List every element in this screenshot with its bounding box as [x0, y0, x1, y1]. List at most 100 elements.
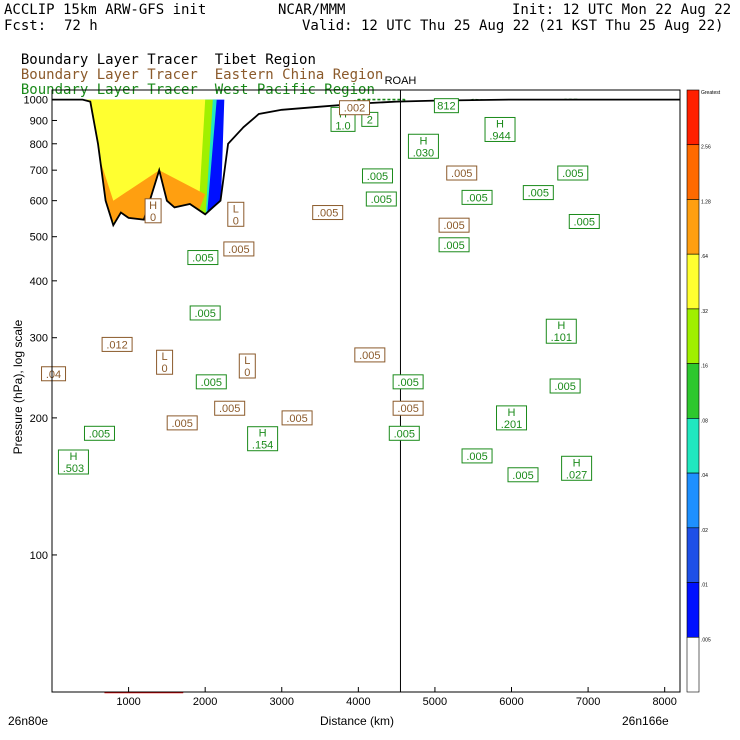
contour-label-type: H — [419, 135, 427, 147]
contour-label-type: H — [573, 457, 581, 469]
contour-label-box — [365, 191, 397, 207]
contour-label-box — [438, 237, 470, 253]
contour-label-value: .005 — [192, 253, 213, 265]
contour-label: .005 — [392, 374, 424, 390]
contour-label-box — [522, 185, 554, 201]
contour-label-value: .005 — [201, 377, 222, 389]
contour-label: L0 — [227, 201, 245, 227]
contour-label-value: .005 — [443, 220, 464, 232]
contour-label-value: 0 — [150, 212, 156, 224]
colorbar-level-label: .64 — [701, 254, 708, 260]
contour-label-box — [312, 205, 344, 221]
contour-label: .04 — [41, 366, 67, 382]
contour-label-value: .005 — [397, 377, 418, 389]
contour-label-value: 1.0 — [335, 120, 350, 132]
y-tick-label: 500 — [30, 232, 48, 244]
contour-label-box — [557, 165, 589, 181]
x-tick-label: 4000 — [346, 696, 370, 708]
colorbar-level-label: 2.56 — [701, 145, 711, 151]
contour-label-box — [83, 425, 115, 441]
contour-label: .005 — [195, 374, 227, 390]
contour-label-value: 812 — [437, 101, 455, 113]
contour-label-box — [433, 98, 459, 114]
contour-label: .005 — [166, 415, 198, 431]
contour-label-type: L — [233, 203, 239, 215]
contour-label-value: .005 — [574, 216, 595, 228]
contour-label: .005 — [281, 410, 313, 426]
contour-label-box — [238, 353, 256, 379]
contour-label-type: H — [496, 118, 504, 130]
contour-label: .005 — [361, 168, 393, 184]
contour-label-box — [561, 455, 593, 481]
y-axis-title: Pressure (hPa), log scale — [11, 319, 25, 455]
contour-label: .005 — [446, 165, 478, 181]
contour-label: .005 — [461, 189, 493, 205]
contour-label-value: 0 — [233, 215, 239, 227]
y-tick-label: 600 — [30, 196, 48, 208]
contour-label-value: .154 — [252, 440, 273, 452]
y-tick-label: 800 — [30, 139, 48, 151]
contour-label-box — [545, 318, 577, 344]
org-title: NCAR/MMM — [278, 2, 346, 18]
x-tick-label: 8000 — [652, 696, 676, 708]
contour-label-value: .04 — [46, 369, 61, 381]
contour-label-box — [361, 168, 393, 184]
contour-label: L0 — [238, 353, 256, 379]
contour-label: .005 — [438, 217, 470, 233]
contour-label: .005 — [187, 250, 219, 266]
contour-label-box — [392, 400, 424, 416]
contour-label-box — [57, 449, 89, 475]
fcst-value: 72 h — [64, 18, 98, 34]
fcst-label: Fcst: — [4, 18, 47, 34]
x-tick-label: 5000 — [423, 696, 447, 708]
colorbar-swatch — [686, 582, 700, 638]
contour-label-value: .005 — [228, 244, 249, 256]
contour-label-value: .503 — [63, 463, 84, 475]
contour-label-box — [392, 374, 424, 390]
contour-label-box — [41, 366, 67, 382]
contour-label-box — [568, 213, 600, 229]
contour-label-value: .944 — [489, 130, 510, 142]
contour-label-type: H — [508, 407, 516, 419]
contour-label: H.101 — [545, 318, 577, 344]
contour-label-box — [339, 100, 371, 116]
contour-label-layer: H.503.005.04.012L0.005.005H.154.005L0.00… — [41, 98, 600, 483]
tracer-legend-eastern-china: Boundary Layer Tracer Eastern China Regi… — [4, 51, 383, 83]
contour-label-box — [388, 425, 420, 441]
contour-label-value: .201 — [501, 419, 522, 431]
colorbar-swatch — [686, 418, 700, 474]
contour-label-value: .005 — [443, 240, 464, 252]
contour-label-type: H — [259, 428, 267, 440]
tracer-legend-tibet: Boundary Layer Tracer Tibet Region — [4, 36, 316, 68]
valid-time: Valid: 12 UTC Thu 25 Aug 22 (21 KST Thu … — [302, 18, 724, 34]
contour-label: L0 — [156, 349, 174, 375]
axes-layer: 1000 2000 3000 4000 5000 6000 7000 800010020030… — [24, 95, 677, 708]
terrain-mask — [52, 99, 680, 693]
contour-label: H.030 — [407, 133, 439, 159]
contour-label-box — [214, 400, 246, 416]
contour-label-box — [144, 198, 162, 224]
contour-label-value: .005 — [466, 192, 487, 204]
terrain-line — [52, 98, 680, 228]
contour-label-value: 2 — [367, 114, 373, 126]
contour-label-box — [446, 165, 478, 181]
contour-label-value: .005 — [286, 413, 307, 425]
colorbar: Greatest 2.56 1.28 .64 .32 .16 .08 .04 .02 .01 .00… — [686, 89, 721, 693]
x-end-label: 26n166e — [622, 714, 669, 728]
contour-label-box — [101, 336, 133, 352]
contour-label: .005 — [83, 425, 115, 441]
contour-label-value: .005 — [512, 470, 533, 482]
contour-label-type: H — [149, 200, 157, 212]
contour-label-box — [281, 410, 313, 426]
contour-label-value: .005 — [554, 381, 575, 393]
colorbar-level-label: .005 — [701, 637, 711, 643]
contour-label-value: 0 — [162, 363, 168, 375]
colorbar-level-label: .04 — [701, 473, 708, 479]
tracer-region: Eastern China Region — [214, 67, 384, 83]
contour-label-value: .005 — [317, 208, 338, 220]
contour-label-value: .005 — [89, 428, 110, 440]
contour-label-box — [484, 116, 516, 142]
colorbar-level-label: .02 — [701, 528, 708, 534]
contour-label-value: .005 — [451, 168, 472, 180]
